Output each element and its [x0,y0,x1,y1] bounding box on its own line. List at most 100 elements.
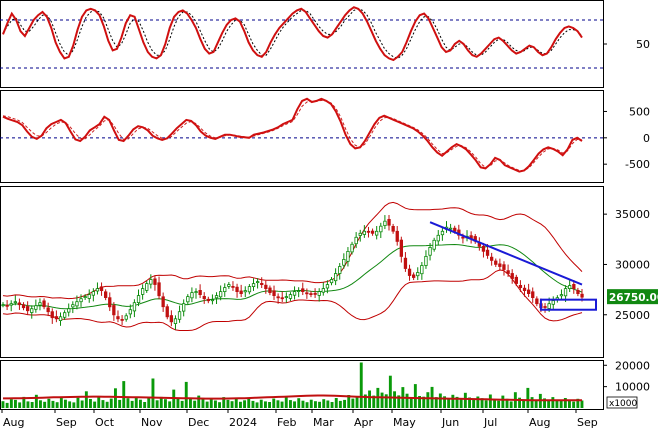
candle-body [321,288,326,293]
volume-bar [509,401,513,408]
volume-bar [176,397,180,408]
candle-body [559,294,564,297]
volume-bar [205,401,209,408]
last-price-tag [607,289,658,305]
candle-body [165,306,169,318]
candle-body [243,290,247,293]
volume-bar [534,399,538,408]
volume-bar [405,393,409,408]
candle-body [231,285,235,288]
volume-bar [468,397,471,408]
volume-bar [409,397,413,408]
candle-body [432,239,436,250]
candle-body [284,296,289,299]
volume-bar [563,398,567,408]
chart-marks [1,6,597,409]
volume-bar [18,402,22,408]
volume-bar [89,399,92,408]
volume-bar [197,395,201,408]
candle-body [309,293,313,296]
candle-body [399,239,404,257]
volume-bar [234,398,238,408]
oscillator-tick-1: 0 [643,132,650,145]
candle-body [79,298,83,303]
candle-body [264,284,268,290]
candle-body [38,302,42,306]
volume-bar [84,391,88,408]
volume-tick-0: 20000 [615,359,650,372]
oscillator-tick-0: 500 [629,105,650,118]
month-label-4: Dec [188,416,209,429]
candle-body [173,318,178,324]
volume-bar [155,400,159,408]
volume-bar [259,399,263,408]
candle-body [543,306,547,308]
candle-body [280,297,284,300]
candle-body [128,309,133,315]
volume-bar [76,397,80,408]
oscillator-tick-2: -500 [625,158,650,171]
candle-body [317,291,321,296]
oscillator-main-line [2,97,583,173]
candle-body [21,304,26,309]
volume-bar [201,399,205,408]
candle-body [411,274,416,278]
volume-bar [9,399,13,408]
volume-bar [463,392,467,408]
candle-body [522,287,527,292]
candle-body [535,298,539,305]
volume-bar [80,400,84,408]
candle-body [440,230,445,236]
volume-bar [334,398,338,408]
month-label-0: Aug [3,416,24,429]
candle-body [325,284,330,289]
candle-body [124,315,128,320]
month-label-6: Feb [277,416,296,429]
candle-body [91,291,95,296]
candle-body [436,234,440,242]
candle-body [116,316,120,320]
candle-body [181,303,186,312]
moving-average-line [2,243,583,310]
volume-bar [139,399,142,408]
volume-bar [455,396,459,408]
volume-bar [147,398,151,408]
last-price-label: 26750.00 [609,292,658,304]
support-zone-box [539,298,597,311]
volume-bar [284,396,288,408]
volume-bar [34,394,38,408]
price-tick-0: 35000 [615,208,650,221]
candle-body [218,291,223,298]
candle-body [572,283,576,289]
volume-bar [305,402,309,408]
volume-bar [105,401,109,408]
month-label-1: Sep [56,416,77,429]
candle-body [481,245,486,252]
candle-body [498,263,502,267]
volume-bar [59,396,63,408]
candle-body [424,255,428,266]
candle-body [461,236,465,239]
volume-bar [193,400,197,408]
volume-bar [451,394,455,408]
volume-bar [276,400,280,408]
volume-unit-label: x1000 [609,399,638,409]
candle-body [95,288,100,292]
volume-bar [426,392,430,408]
candle-body [194,291,198,294]
volume-bar [5,402,9,408]
volume-bar [555,399,559,408]
volume-bar [522,400,526,408]
volume-bar [93,401,97,408]
volume-bar [226,399,230,408]
candle-body [247,286,252,293]
price-tick-2: 25000 [615,309,650,322]
volume-bar [347,395,351,408]
candle-body [338,266,342,274]
volume-bar [559,400,563,408]
candle-body [506,270,510,274]
candle-body [547,303,551,309]
stochastic-tick-0: 50 [636,38,650,51]
candle-body [99,286,104,291]
month-label-3: Nov [141,416,163,429]
